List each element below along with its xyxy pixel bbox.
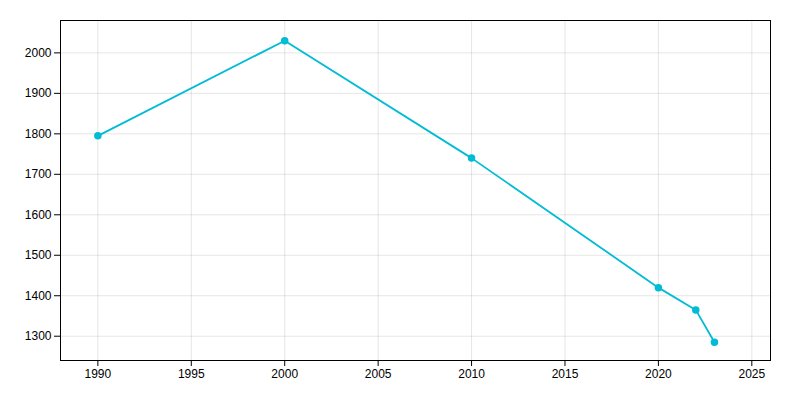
svg-text:1900: 1900 bbox=[25, 86, 52, 100]
svg-text:2000: 2000 bbox=[25, 46, 52, 60]
svg-text:2010: 2010 bbox=[458, 367, 485, 381]
svg-text:1500: 1500 bbox=[25, 248, 52, 262]
svg-text:2020: 2020 bbox=[645, 367, 672, 381]
svg-text:1990: 1990 bbox=[85, 367, 112, 381]
svg-text:2015: 2015 bbox=[552, 367, 579, 381]
svg-text:1600: 1600 bbox=[25, 208, 52, 222]
svg-text:1400: 1400 bbox=[25, 289, 52, 303]
svg-text:1995: 1995 bbox=[178, 367, 205, 381]
svg-text:2025: 2025 bbox=[738, 367, 765, 381]
svg-text:2005: 2005 bbox=[365, 367, 392, 381]
svg-text:1800: 1800 bbox=[25, 127, 52, 141]
svg-text:1300: 1300 bbox=[25, 329, 52, 343]
svg-text:2000: 2000 bbox=[271, 367, 298, 381]
svg-text:1700: 1700 bbox=[25, 167, 52, 181]
